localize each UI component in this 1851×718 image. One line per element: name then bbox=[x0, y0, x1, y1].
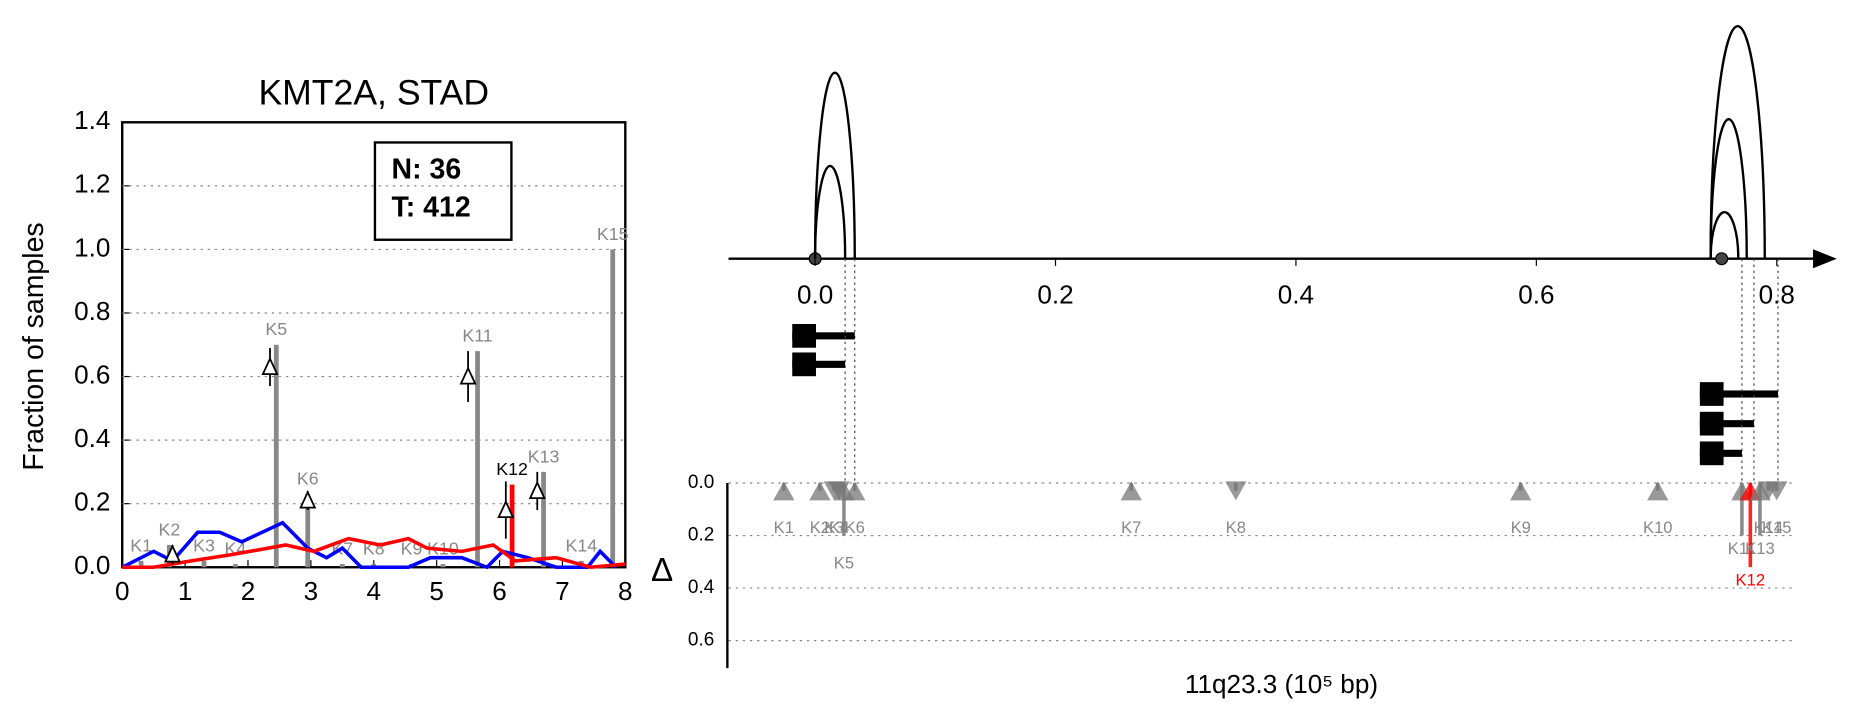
y-tick-label: 1.0 bbox=[74, 232, 110, 262]
x-tick-label: 2 bbox=[241, 576, 256, 606]
y-tick-label: 1.4 bbox=[74, 105, 110, 135]
y-axis-label: Δ bbox=[651, 552, 673, 589]
bar-label: K11 bbox=[462, 326, 492, 346]
x-tick-label: 8 bbox=[618, 576, 633, 606]
y-tick-label: 0.0 bbox=[688, 472, 714, 493]
y-tick-label: 0.8 bbox=[74, 296, 110, 326]
site-label: K13 bbox=[1745, 539, 1775, 558]
x-tick-label: 4 bbox=[367, 576, 382, 606]
y-tick-label: 0.4 bbox=[688, 577, 714, 598]
site-marker bbox=[809, 481, 831, 501]
site-label: K14 bbox=[1754, 518, 1784, 537]
bar bbox=[138, 560, 144, 568]
y-tick-label: 0.6 bbox=[688, 630, 714, 651]
x-axis-label: 11q23.3 (10⁵ bp) bbox=[1185, 669, 1378, 699]
site-marker bbox=[1510, 481, 1532, 501]
site-label: K5 bbox=[834, 553, 854, 572]
bar bbox=[541, 471, 546, 568]
arc bbox=[1709, 211, 1740, 259]
marker bbox=[497, 499, 515, 519]
bar bbox=[273, 344, 279, 568]
arc bbox=[813, 164, 847, 259]
y-tick-label: 0.2 bbox=[688, 525, 714, 546]
x-tick-label: 5 bbox=[429, 576, 444, 606]
transcript bbox=[792, 332, 855, 340]
transcript bbox=[792, 360, 846, 368]
site-label: K6 bbox=[845, 518, 865, 537]
marker bbox=[164, 544, 182, 563]
x-tick-label: 0 bbox=[115, 576, 130, 606]
marker bbox=[299, 490, 317, 509]
site-marker bbox=[844, 481, 866, 501]
bar-label: K5 bbox=[265, 319, 287, 339]
annotation: T: 412 bbox=[392, 191, 471, 223]
site-label: K1 bbox=[774, 518, 794, 537]
axis-arrow bbox=[1813, 249, 1837, 269]
bar bbox=[305, 494, 311, 568]
y-tick-label: 0.2 bbox=[74, 487, 110, 517]
y-tick-label: 0.4 bbox=[74, 423, 110, 453]
x-tick-label: 1 bbox=[178, 576, 193, 606]
site-marker bbox=[1647, 481, 1669, 501]
x-tick-label: 3 bbox=[304, 576, 319, 606]
info-box bbox=[373, 141, 513, 241]
site-marker bbox=[773, 481, 795, 501]
x-tick-label: 6 bbox=[492, 576, 507, 606]
x-tick-label: 0.8 bbox=[1759, 280, 1795, 310]
bar bbox=[509, 484, 515, 568]
site-label: K3 bbox=[824, 518, 844, 537]
transcript bbox=[1699, 390, 1778, 398]
bar bbox=[233, 564, 238, 568]
marker bbox=[459, 366, 477, 385]
site-label: K10 bbox=[1643, 518, 1673, 537]
bar bbox=[610, 249, 616, 568]
y-tick-label: 1.2 bbox=[74, 169, 110, 199]
x-tick-label: 0.0 bbox=[797, 280, 833, 310]
arc bbox=[1711, 119, 1747, 259]
arc bbox=[813, 71, 856, 259]
site-label: K15 bbox=[1762, 518, 1792, 537]
anchor-point bbox=[1715, 252, 1729, 266]
bar bbox=[475, 351, 480, 568]
site-label: K2 bbox=[810, 518, 830, 537]
y-tick-label: 0.0 bbox=[74, 550, 110, 580]
bar-label: K6 bbox=[297, 469, 319, 489]
x-tick-label: 0.6 bbox=[1518, 280, 1554, 310]
x-tick-label: 0.4 bbox=[1278, 280, 1314, 310]
site-label: K12 bbox=[1736, 571, 1766, 590]
marker bbox=[261, 356, 279, 376]
y-axis-label: Fraction of samples bbox=[18, 222, 50, 470]
site-label: K8 bbox=[1226, 518, 1246, 537]
bar-label: K12 bbox=[496, 459, 528, 479]
data-line bbox=[121, 520, 618, 570]
transcript bbox=[1699, 449, 1742, 457]
bar bbox=[201, 560, 207, 568]
x-tick-label: 7 bbox=[555, 576, 570, 606]
bar-label: K1 bbox=[130, 535, 152, 555]
site-marker bbox=[1749, 481, 1771, 501]
bar-label: K15 bbox=[597, 224, 629, 244]
site-label: K9 bbox=[1511, 518, 1531, 537]
data-line bbox=[122, 536, 626, 570]
site-marker bbox=[1766, 481, 1788, 501]
bar bbox=[339, 564, 345, 568]
bar-label: K3 bbox=[193, 535, 215, 555]
site-marker bbox=[1225, 481, 1247, 501]
y-tick-label: 0.6 bbox=[74, 359, 110, 389]
bar-label: K2 bbox=[159, 519, 181, 539]
bar-label: K13 bbox=[528, 446, 560, 466]
chart-title: KMT2A, STAD bbox=[258, 72, 489, 112]
bar-label: K14 bbox=[565, 535, 597, 555]
bar bbox=[440, 564, 446, 568]
site-label: K7 bbox=[1121, 518, 1141, 537]
transcript bbox=[1699, 420, 1754, 428]
x-tick-label: 0.2 bbox=[1037, 280, 1073, 310]
site-marker bbox=[1120, 481, 1142, 501]
marker bbox=[528, 480, 546, 499]
annotation: N: 36 bbox=[392, 153, 462, 185]
